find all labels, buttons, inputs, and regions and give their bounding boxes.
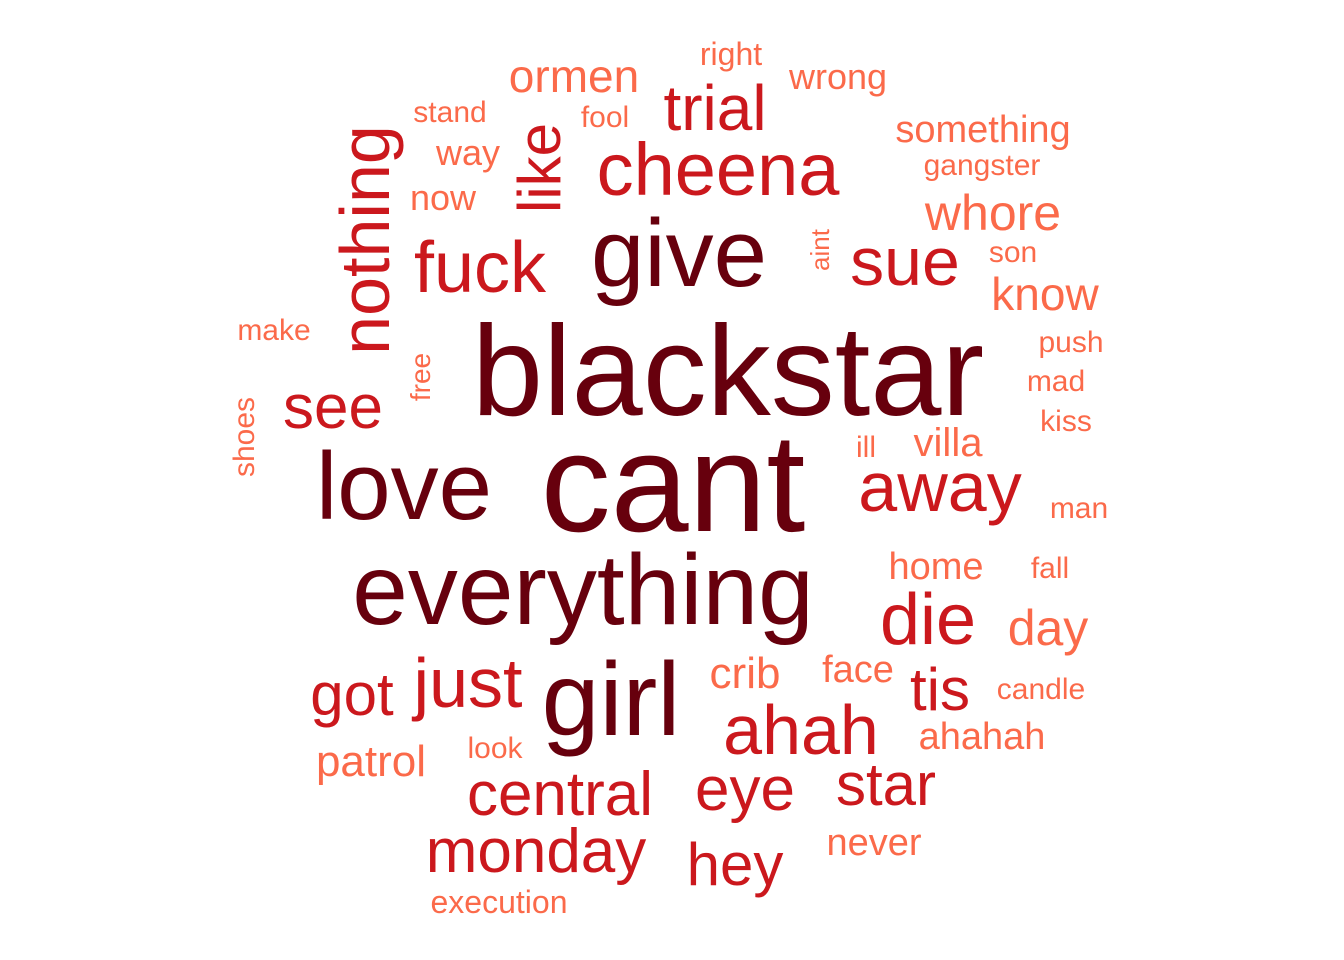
word-crib: crib xyxy=(709,649,781,698)
word-trial: trial xyxy=(663,72,767,144)
word-son: son xyxy=(988,236,1038,269)
word-whore: whore xyxy=(924,185,1062,241)
word-way: way xyxy=(435,132,501,173)
word-love: love xyxy=(315,433,493,540)
word-right: right xyxy=(699,36,763,72)
word-candle: candle xyxy=(996,673,1086,706)
word-stand: stand xyxy=(413,96,487,129)
word-see: see xyxy=(283,373,383,442)
word-give: give xyxy=(590,200,768,307)
word-got: got xyxy=(310,661,394,728)
word-cant: cant xyxy=(540,404,806,561)
word-monday: monday xyxy=(425,817,647,886)
word-look: look xyxy=(467,732,523,765)
word-aint: aint xyxy=(805,229,835,271)
word-nothing: nothing xyxy=(326,125,404,355)
word-patrol: patrol xyxy=(315,737,427,786)
word-like: like xyxy=(506,122,573,214)
word-hey: hey xyxy=(686,831,784,898)
word-wrong: wrong xyxy=(788,56,888,97)
word-away: away xyxy=(858,448,1022,526)
word-tis: tis xyxy=(910,656,970,723)
word-fool: fool xyxy=(580,101,630,134)
word-gangster: gangster xyxy=(923,149,1041,182)
word-just: just xyxy=(413,644,523,722)
word-die: die xyxy=(879,580,977,660)
word-kiss: kiss xyxy=(1040,405,1092,438)
word-never: never xyxy=(826,822,922,864)
word-day: day xyxy=(1007,600,1089,656)
word-free: free xyxy=(405,352,436,402)
word-villa: villa xyxy=(913,421,983,465)
word-face: face xyxy=(822,649,894,691)
word-now: now xyxy=(409,177,477,218)
word-execution: execution xyxy=(430,884,568,920)
word-central: central xyxy=(466,760,654,829)
word-sue: sue xyxy=(850,224,960,300)
word-ormen: ormen xyxy=(508,50,640,102)
word-ahah: ahah xyxy=(723,691,879,769)
word-mad: mad xyxy=(1026,365,1086,398)
word-shoes: shoes xyxy=(228,396,261,478)
word-fuck: fuck xyxy=(413,228,547,308)
word-man: man xyxy=(1049,492,1109,525)
word-eye: eye xyxy=(695,755,795,824)
word-something: something xyxy=(895,109,1071,151)
word-home: home xyxy=(888,546,984,588)
word-make: make xyxy=(237,314,311,347)
word-everything: everything xyxy=(352,534,814,646)
word-ahahah: ahahah xyxy=(918,716,1046,758)
word-know: know xyxy=(991,268,1099,320)
word-star: star xyxy=(835,751,937,818)
word-cheena: cheena xyxy=(596,128,840,211)
word-fall: fall xyxy=(1030,552,1070,585)
word-ill: ill xyxy=(856,431,876,464)
word-girl: girl xyxy=(541,642,681,758)
word-blackstar: blackstar xyxy=(471,300,985,443)
word-push: push xyxy=(1038,326,1104,359)
